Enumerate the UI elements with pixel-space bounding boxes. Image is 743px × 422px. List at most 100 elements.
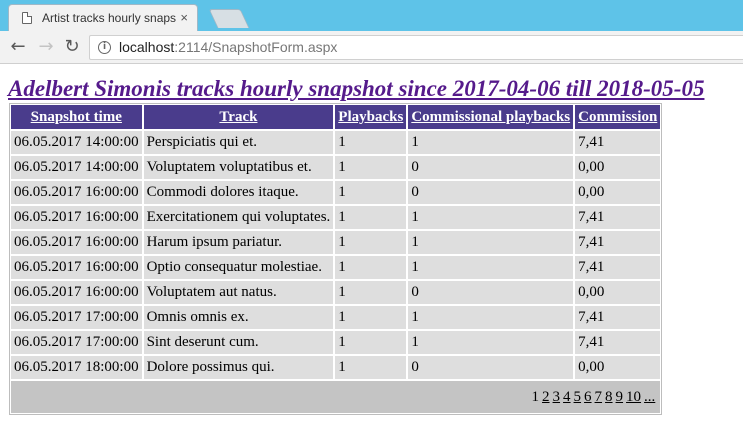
pager-row: 1 2 3 4 5 6 7 8 9 10...: [10, 380, 662, 414]
header-track[interactable]: Track: [142, 104, 335, 130]
header-commissional-playbacks[interactable]: Commissional playbacks: [407, 104, 575, 130]
cell-commission: 0,00: [574, 155, 662, 180]
cell-commission: 7,41: [574, 230, 662, 255]
cell-commission: 0,00: [574, 280, 662, 305]
cell-commissional-playbacks: 1: [407, 130, 575, 155]
table-row: 06.05.2017 14:00:00 Perspiciatis qui et. 1…: [10, 130, 662, 155]
sort-link[interactable]: Commission: [578, 108, 658, 125]
sort-link[interactable]: Track: [219, 108, 258, 125]
cell-commission: 0,00: [574, 355, 662, 380]
pager-page-link[interactable]: 7: [594, 388, 603, 405]
cell-playbacks: 1: [334, 355, 408, 380]
cell-commission: 7,41: [574, 305, 662, 330]
cell-commissional-playbacks: 1: [407, 305, 575, 330]
close-icon[interactable]: ×: [180, 10, 188, 25]
sort-link[interactable]: Commissional playbacks: [411, 108, 571, 125]
back-arrow-icon[interactable]: ←: [10, 36, 26, 57]
cell-snapshot-time: 06.05.2017 14:00:00: [10, 130, 143, 155]
cell-track: Voluptatem voluptatibus et.: [142, 155, 335, 180]
browser-toolbar: ← → ↻ i localhost:2114/SnapshotForm.aspx: [0, 31, 743, 64]
pager-current-page: 1: [531, 388, 540, 405]
cell-snapshot-time: 06.05.2017 17:00:00: [10, 330, 143, 355]
cell-track: Optio consequatur molestiae.: [142, 255, 335, 280]
pager-more-link[interactable]: ...: [644, 388, 656, 405]
pager-page-link[interactable]: 8: [605, 388, 613, 405]
browser-tabstrip: Artist tracks hourly snaps ×: [0, 0, 743, 31]
cell-playbacks: 1: [334, 180, 408, 205]
table-row: 06.05.2017 16:00:00 Optio consequatur mol…: [10, 255, 662, 280]
cell-snapshot-time: 06.05.2017 17:00:00: [10, 305, 143, 330]
cell-track: Harum ipsum pariatur.: [142, 230, 335, 255]
table-row: 06.05.2017 17:00:00 Omnis omnis ex. 1 1 7,41: [10, 305, 662, 330]
cell-track: Exercitationem qui voluptates.: [142, 205, 335, 230]
cell-track: Voluptatem aut natus.: [142, 280, 335, 305]
table-row: 06.05.2017 16:00:00 Voluptatem aut natus.…: [10, 280, 662, 305]
cell-commission: 0,00: [574, 180, 662, 205]
cell-snapshot-time: 06.05.2017 14:00:00: [10, 155, 143, 180]
cell-track: Sint deserunt cum.: [142, 330, 335, 355]
table-row: 06.05.2017 17:00:00 Sint deserunt cum. 1 1 7…: [10, 330, 662, 355]
page-icon: [22, 12, 32, 24]
url-path: :2114/SnapshotForm.aspx: [174, 39, 338, 55]
cell-commissional-playbacks: 0: [407, 280, 575, 305]
cell-track: Perspiciatis qui et.: [142, 130, 335, 155]
cell-playbacks: 1: [334, 130, 408, 155]
sort-link[interactable]: Playbacks: [338, 108, 404, 125]
cell-snapshot-time: 06.05.2017 16:00:00: [10, 280, 143, 305]
pager-page-link[interactable]: 2: [542, 388, 550, 405]
table-row: 06.05.2017 16:00:00 Exercitationem qui vo…: [10, 205, 662, 230]
table-row: 06.05.2017 16:00:00 Harum ipsum pariatur.…: [10, 230, 662, 255]
cell-snapshot-time: 06.05.2017 16:00:00: [10, 230, 143, 255]
pager-page-link[interactable]: 4: [563, 388, 571, 405]
cell-commissional-playbacks: 0: [407, 180, 575, 205]
cell-playbacks: 1: [334, 155, 408, 180]
cell-commissional-playbacks: 1: [407, 205, 575, 230]
cell-playbacks: 1: [334, 255, 408, 280]
cell-commissional-playbacks: 1: [407, 330, 575, 355]
cell-playbacks: 1: [334, 305, 408, 330]
address-bar[interactable]: i localhost:2114/SnapshotForm.aspx: [89, 35, 743, 60]
cell-track: Omnis omnis ex.: [142, 305, 335, 330]
cell-commissional-playbacks: 0: [407, 355, 575, 380]
forward-arrow-icon[interactable]: →: [38, 36, 54, 57]
page-title-link[interactable]: Adelbert Simonis tracks hourly snapshot …: [8, 76, 705, 101]
header-commission[interactable]: Commission: [574, 104, 662, 130]
cell-playbacks: 1: [334, 280, 408, 305]
info-icon[interactable]: i: [98, 41, 111, 54]
new-tab-button[interactable]: [208, 9, 250, 28]
table-row: 06.05.2017 16:00:00 Commodi dolores itaqu…: [10, 180, 662, 205]
cell-snapshot-time: 06.05.2017 18:00:00: [10, 355, 143, 380]
cell-commissional-playbacks: 0: [407, 155, 575, 180]
pager-page-link[interactable]: 6: [584, 388, 592, 405]
tab-title: Artist tracks hourly snaps: [42, 11, 177, 25]
cell-playbacks: 1: [334, 230, 408, 255]
header-playbacks[interactable]: Playbacks: [334, 104, 408, 130]
browser-tab[interactable]: Artist tracks hourly snaps ×: [8, 4, 198, 31]
cell-playbacks: 1: [334, 330, 408, 355]
cell-track: Commodi dolores itaque.: [142, 180, 335, 205]
reload-icon[interactable]: ↻: [64, 36, 80, 57]
table-row: 06.05.2017 18:00:00 Dolore possimus qui. 1…: [10, 355, 662, 380]
cell-commission: 7,41: [574, 255, 662, 280]
url-host: localhost: [119, 39, 175, 55]
url-text: localhost:2114/SnapshotForm.aspx: [119, 39, 337, 55]
cell-snapshot-time: 06.05.2017 16:00:00: [10, 255, 143, 280]
snapshot-table: Snapshot time Track Playbacks Commissional …: [9, 103, 663, 415]
pager-page-link[interactable]: 3: [552, 388, 561, 405]
cell-commissional-playbacks: 1: [407, 230, 575, 255]
pager: 1 2 3 4 5 6 7 8 9 10...: [10, 380, 662, 414]
pager-page-link[interactable]: 10: [626, 388, 642, 405]
cell-playbacks: 1: [334, 205, 408, 230]
table-header-row: Snapshot time Track Playbacks Commissional …: [10, 104, 662, 130]
cell-commission: 7,41: [574, 130, 662, 155]
sort-link[interactable]: Snapshot time: [30, 108, 122, 125]
header-snapshot-time[interactable]: Snapshot time: [10, 104, 143, 130]
table-row: 06.05.2017 14:00:00 Voluptatem voluptatib…: [10, 155, 662, 180]
pager-page-link[interactable]: 9: [615, 388, 624, 405]
cell-commission: 7,41: [574, 205, 662, 230]
cell-commission: 7,41: [574, 330, 662, 355]
cell-track: Dolore possimus qui.: [142, 355, 335, 380]
cell-commissional-playbacks: 1: [407, 255, 575, 280]
pager-page-link[interactable]: 5: [573, 388, 582, 405]
cell-snapshot-time: 06.05.2017 16:00:00: [10, 180, 143, 205]
